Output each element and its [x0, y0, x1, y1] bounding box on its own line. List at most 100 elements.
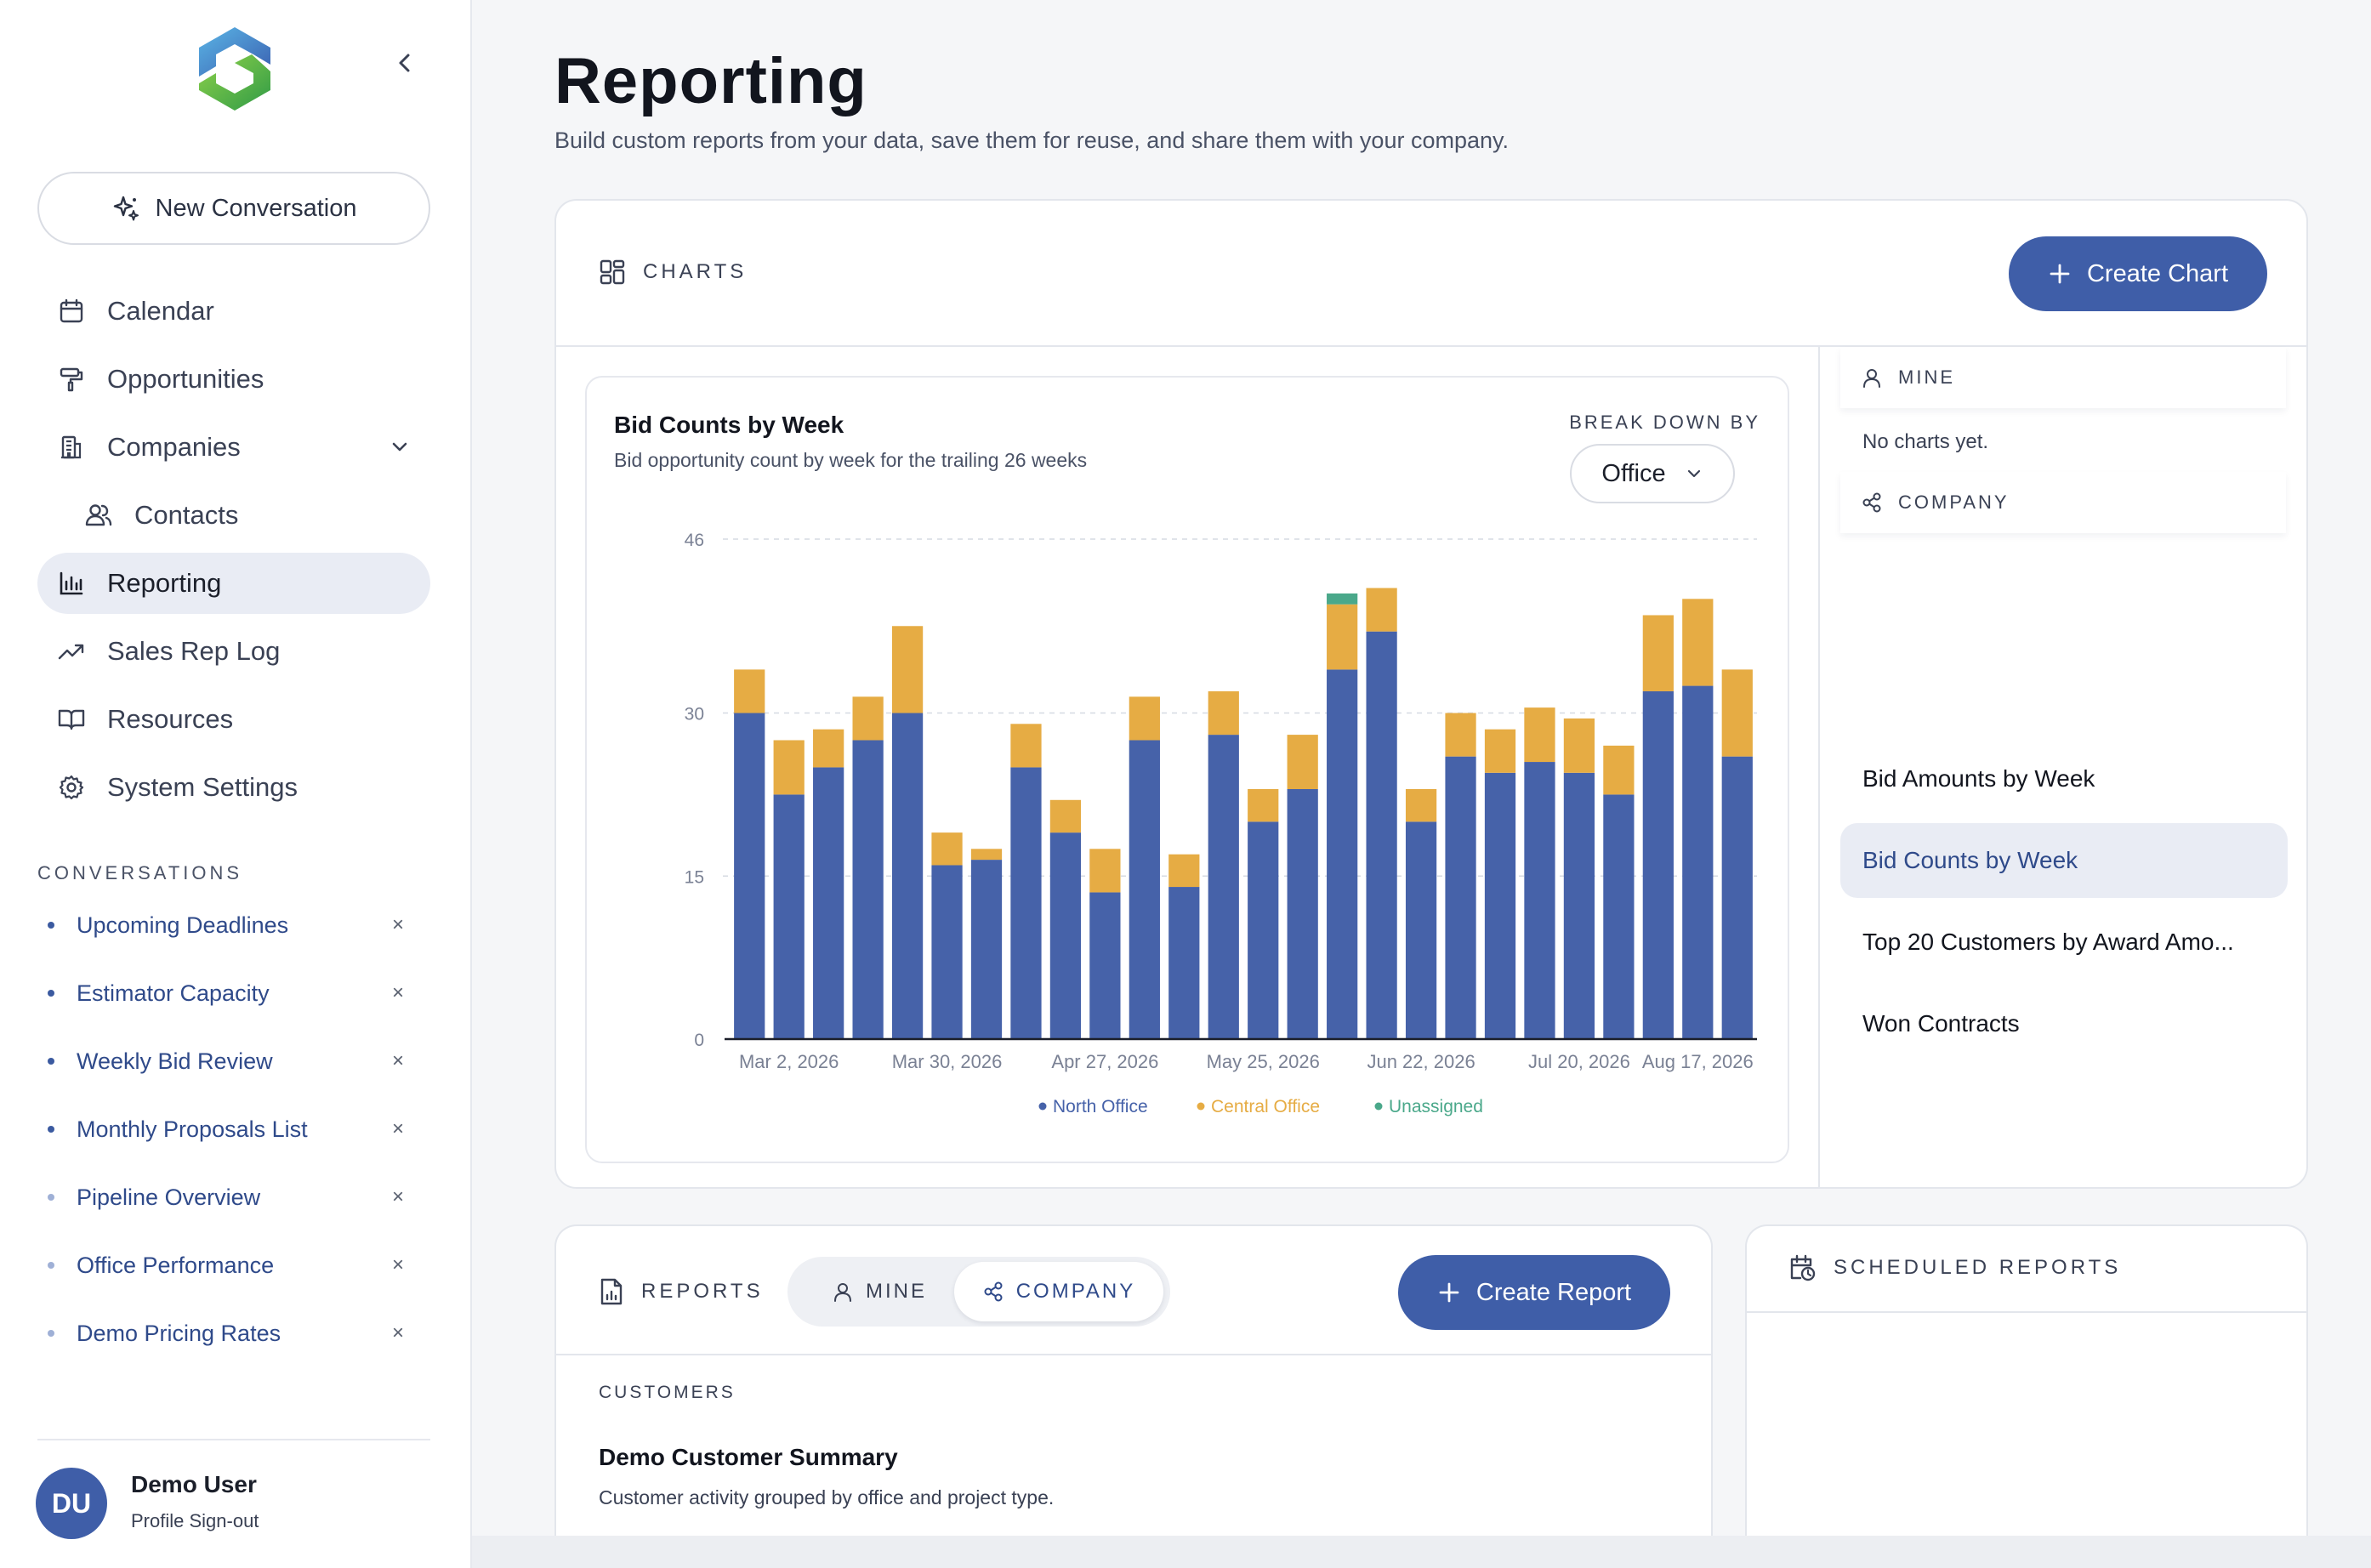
bar-segment — [1287, 735, 1318, 789]
conversation-label: Weekly Bid Review — [77, 1048, 273, 1074]
profile-signout-links[interactable]: Profile Sign-out — [131, 1510, 259, 1531]
company-label: COMPANY — [1898, 491, 2010, 513]
trending-up-icon — [56, 636, 87, 667]
nav-reporting-label: Reporting — [107, 568, 222, 598]
bar-segment — [1682, 685, 1714, 1039]
share-icon — [984, 1281, 1003, 1302]
nav-reporting[interactable]: Reporting — [37, 553, 430, 614]
legend-marker — [1197, 1102, 1205, 1111]
bar-segment — [1445, 713, 1476, 757]
report-group-label: CUSTOMERS — [599, 1383, 736, 1402]
conversations-heading: CONVERSATIONS — [37, 862, 243, 883]
conversation-label: Pipeline Overview — [77, 1184, 261, 1210]
reports-card: REPORTS MINE COMPANY Create Report CUSTO… — [554, 1224, 1713, 1568]
create-chart-button[interactable]: Create Chart — [2009, 236, 2267, 311]
charts-label: CHARTS — [643, 260, 748, 283]
bar-segment — [1603, 794, 1635, 1039]
bar-segment — [1721, 756, 1753, 1039]
bar-segment — [1484, 772, 1516, 1039]
conversation-item[interactable]: Weekly Bid Review × — [37, 1036, 412, 1087]
x-tick-label: Mar 2, 2026 — [739, 1051, 839, 1072]
close-icon[interactable]: × — [391, 1117, 404, 1140]
nav-resources-label: Resources — [107, 704, 234, 734]
nav-sales-rep-log[interactable]: Sales Rep Log — [37, 621, 430, 682]
conversation-item[interactable]: Estimator Capacity × — [37, 968, 412, 1019]
close-icon[interactable]: × — [391, 1321, 404, 1344]
create-report-button[interactable]: Create Report — [1398, 1255, 1670, 1330]
plus-icon — [2050, 264, 2070, 284]
bar-segment — [891, 626, 924, 713]
bullet-dot — [48, 1058, 54, 1065]
close-icon[interactable]: × — [391, 913, 404, 936]
app-logo — [199, 27, 270, 111]
bar-segment — [1524, 762, 1555, 1039]
bar-segment — [1327, 669, 1358, 1039]
user-name: Demo User — [131, 1471, 257, 1497]
nav-calendar[interactable]: Calendar — [37, 281, 430, 342]
bar-segment — [931, 865, 963, 1039]
conversation-item[interactable]: Upcoming Deadlines × — [37, 900, 412, 951]
avatar[interactable]: DU — [36, 1468, 107, 1539]
bar-segment — [891, 713, 924, 1039]
nav-system-settings[interactable]: System Settings — [37, 757, 430, 818]
bar-segment — [1129, 740, 1160, 1039]
close-icon[interactable]: × — [391, 1049, 404, 1072]
nav-contacts[interactable]: Contacts — [37, 485, 430, 546]
bar-segment — [1366, 631, 1397, 1039]
bar-segment — [1248, 789, 1279, 822]
close-icon[interactable]: × — [391, 1185, 404, 1208]
breakdown-select[interactable]: Office — [1570, 444, 1735, 503]
close-icon[interactable]: × — [391, 1253, 404, 1276]
chart-link-active[interactable]: Bid Counts by Week — [1840, 823, 2288, 898]
chart-link[interactable]: Bid Amounts by Week — [1862, 765, 2095, 792]
conversation-item[interactable]: Monthly Proposals List × — [37, 1104, 412, 1155]
sidebar: New Conversation Calendar Opportunities … — [0, 0, 472, 1568]
nav-opportunities[interactable]: Opportunities — [37, 349, 430, 410]
bullet-dot — [48, 1126, 54, 1133]
conversation-item[interactable]: Demo Pricing Rates × — [37, 1308, 412, 1359]
bar-segment — [1327, 604, 1358, 670]
new-conversation-button[interactable]: New Conversation — [37, 172, 430, 245]
y-tick-label: 0 — [694, 1031, 704, 1050]
nav-resources[interactable]: Resources — [37, 689, 430, 750]
chart-link[interactable]: Top 20 Customers by Award Amo... — [1862, 929, 2234, 955]
nav-companies[interactable]: Companies — [37, 417, 430, 478]
conversation-item[interactable]: Office Performance × — [37, 1240, 412, 1291]
bar-segment — [1208, 735, 1239, 1039]
report-title[interactable]: Demo Customer Summary — [599, 1444, 898, 1470]
chart-link[interactable]: Won Contracts — [1862, 1010, 2020, 1037]
y-tick-label: 15 — [685, 867, 704, 887]
scheduled-reports-card: SCHEDULED REPORTS — [1745, 1224, 2308, 1568]
tab-company[interactable]: COMPANY — [954, 1262, 1163, 1321]
file-chart-icon — [600, 1278, 623, 1305]
legend-marker — [1374, 1102, 1383, 1111]
bar-segment — [1287, 789, 1318, 1039]
conversation-label: Upcoming Deadlines — [77, 912, 289, 938]
bar-segment — [1049, 799, 1082, 833]
company-charts-header: COMPANY — [1840, 472, 2286, 533]
create-chart-label: Create Chart — [2086, 259, 2228, 287]
chevron-down-icon[interactable] — [384, 432, 415, 463]
users-icon — [83, 500, 114, 531]
bar-chart-icon — [56, 568, 87, 599]
user-icon — [834, 1283, 851, 1302]
charts-list-panel: MINE No charts yet. COMPANY Bid Amounts … — [1818, 347, 2306, 1187]
bar-segment — [734, 669, 765, 713]
new-conversation-label: New Conversation — [155, 194, 357, 222]
create-report-label: Create Report — [1475, 1278, 1632, 1306]
x-tick-label: Jun 22, 2026 — [1367, 1051, 1475, 1072]
tab-company-label: COMPANY — [1015, 1280, 1136, 1303]
collapse-sidebar-icon[interactable] — [389, 48, 420, 78]
bar-segment — [813, 729, 844, 768]
bar-segment — [1168, 854, 1200, 888]
bullet-dot — [48, 990, 54, 997]
conversation-item[interactable]: Pipeline Overview × — [37, 1172, 412, 1223]
calendar-icon — [56, 296, 87, 327]
scheduled-reports-label: SCHEDULED REPORTS — [1834, 1256, 2122, 1279]
sidebar-divider — [37, 1439, 430, 1440]
bar-segment — [1445, 756, 1476, 1039]
reports-scope-tabs: MINE COMPANY — [787, 1257, 1170, 1327]
charts-card: CHARTS Create Chart Bid Counts by Week B… — [554, 199, 2308, 1189]
tab-mine[interactable]: MINE — [805, 1262, 954, 1321]
close-icon[interactable]: × — [391, 981, 404, 1004]
